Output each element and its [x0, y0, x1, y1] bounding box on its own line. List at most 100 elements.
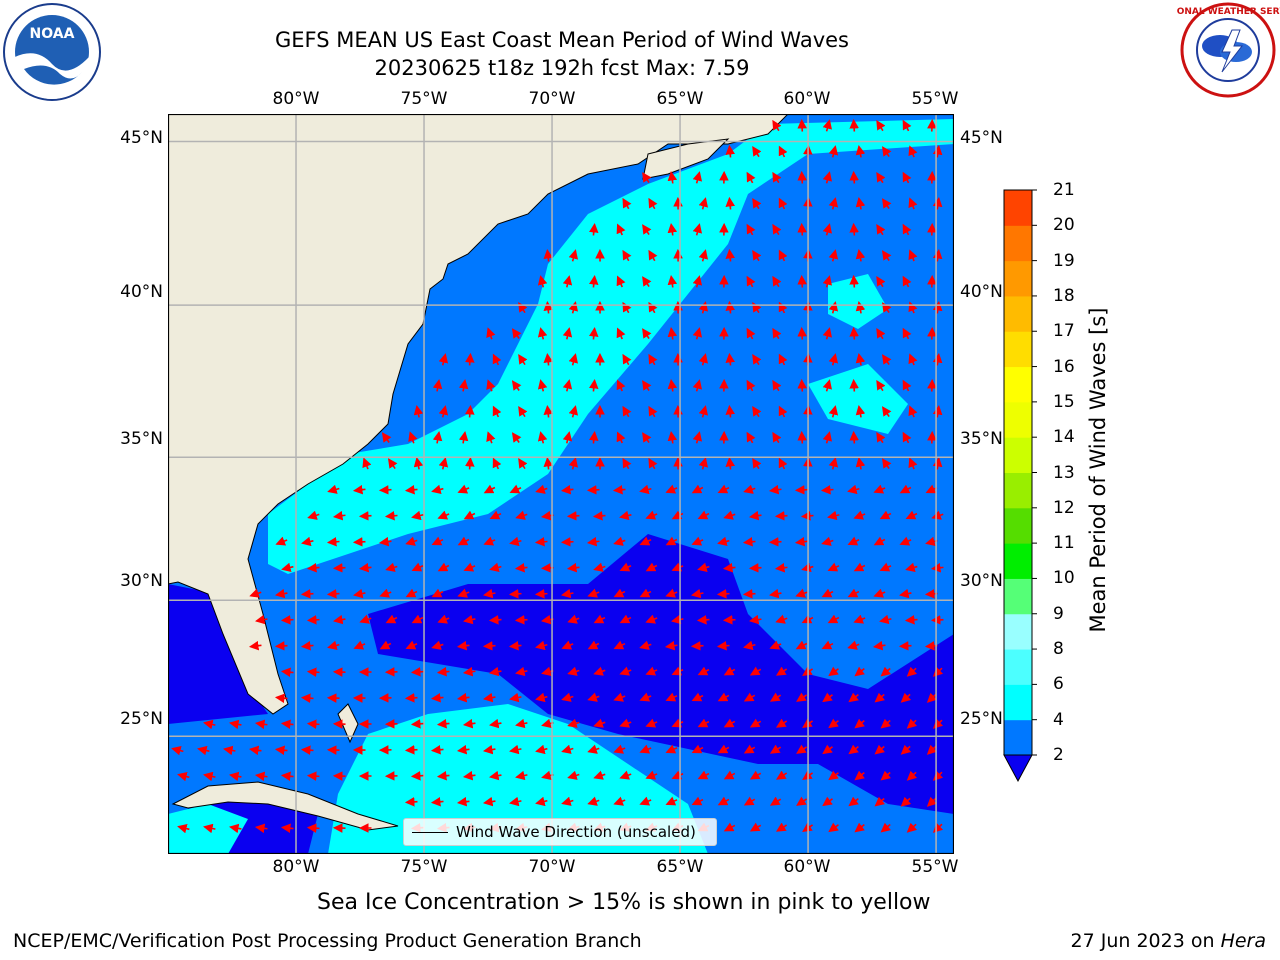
wave-direction-arrow	[616, 223, 626, 236]
lon-label-top: 70°W	[528, 89, 576, 109]
wave-direction-arrow	[381, 432, 392, 443]
wave-direction-arrow	[387, 458, 398, 469]
wave-direction-arrow	[795, 640, 808, 650]
wave-direction-arrow	[746, 431, 756, 444]
wave-direction-arrow	[904, 615, 918, 625]
wave-direction-arrow	[462, 718, 476, 729]
wave-direction-arrow	[588, 430, 599, 444]
wave-direction-arrow	[854, 822, 865, 833]
wave-direction-arrow	[696, 615, 710, 625]
wave-direction-arrow	[405, 536, 418, 546]
wave-direction-arrow	[642, 172, 652, 184]
wave-direction-arrow	[876, 223, 886, 236]
wave-direction-arrow	[797, 274, 807, 288]
wave-direction-arrow	[828, 353, 839, 366]
wave-direction-arrow	[518, 458, 528, 470]
wave-direction-arrow	[362, 457, 372, 470]
wave-direction-arrow	[622, 197, 632, 210]
wave-direction-arrow	[436, 718, 450, 729]
wave-direction-arrow	[828, 666, 839, 677]
colorbar-tick-label: 16	[1053, 356, 1075, 377]
wave-direction-arrow	[462, 770, 476, 781]
wave-direction-arrow	[772, 327, 782, 340]
wave-direction-arrow	[698, 197, 708, 210]
wave-direction-arrow	[691, 588, 704, 599]
wave-direction-arrow	[456, 692, 470, 703]
wave-direction-arrow	[534, 536, 548, 547]
wave-direction-arrow	[518, 406, 528, 418]
wave-direction-arrow	[332, 563, 346, 573]
colorbar-segment	[1004, 437, 1032, 473]
wave-direction-arrow	[642, 328, 652, 340]
wave-direction-arrow	[749, 718, 762, 728]
wave-direction-arrow	[848, 744, 859, 755]
wave-direction-arrow	[300, 745, 314, 755]
wave-direction-arrow	[725, 456, 736, 470]
wave-direction-arrow	[622, 457, 632, 470]
wave-direction-arrow	[821, 640, 834, 650]
wave-direction-arrow	[926, 692, 938, 703]
wave-direction-arrow	[873, 536, 886, 546]
wave-direction-arrow	[482, 744, 496, 755]
wave-direction-arrow	[648, 197, 658, 210]
wave-direction-arrow	[489, 510, 502, 520]
wave-direction-arrow	[874, 692, 885, 703]
wave-direction-arrow	[827, 510, 840, 521]
wave-direction-arrow	[537, 431, 548, 444]
wave-direction-arrow	[671, 510, 684, 520]
wave-direction-arrow	[482, 692, 496, 703]
wave-direction-arrow	[616, 379, 626, 392]
wave-direction-arrow	[898, 641, 912, 651]
wave-direction-arrow	[797, 326, 807, 340]
wave-direction-arrow	[778, 405, 788, 418]
lon-label-top: 60°W	[783, 89, 831, 109]
wave-direction-arrow	[932, 196, 943, 210]
colorbar-segment	[1004, 507, 1032, 544]
wave-direction-arrow	[665, 588, 678, 598]
colorbar-tick-label: 13	[1053, 462, 1075, 483]
wave-direction-arrow	[431, 588, 444, 598]
wave-direction-arrow	[932, 456, 943, 470]
wave-direction-arrow	[567, 666, 580, 676]
wave-direction-arrow	[593, 562, 606, 572]
colorbar-segment	[1004, 613, 1032, 650]
wave-direction-arrow	[281, 562, 294, 573]
wave-direction-arrow	[722, 562, 736, 573]
wave-direction-arrow	[725, 144, 736, 158]
wave-direction-arrow	[486, 379, 496, 392]
wave-direction-arrow	[717, 796, 730, 806]
wave-direction-arrow	[488, 615, 502, 625]
wave-direction-arrow	[778, 457, 788, 470]
wave-direction-arrow	[543, 248, 554, 262]
wave-direction-arrow	[828, 405, 839, 418]
wave-direction-arrow	[873, 588, 886, 598]
lon-label-bottom: 70°W	[528, 857, 576, 877]
lon-label-top: 55°W	[911, 89, 959, 109]
wave-direction-arrow	[307, 510, 320, 520]
wave-direction-arrow	[881, 250, 892, 261]
wave-direction-arrow	[748, 563, 762, 573]
wave-direction-arrow	[518, 354, 528, 366]
wave-direction-arrow	[772, 431, 782, 444]
wave-direction-arrow	[171, 745, 184, 756]
wave-direction-arrow	[768, 537, 782, 547]
wave-direction-arrow	[908, 457, 918, 470]
wave-direction-arrow	[456, 796, 470, 807]
wave-direction-arrow	[254, 719, 268, 730]
wave-direction-arrow	[874, 744, 885, 755]
wave-direction-arrow	[535, 744, 548, 755]
wave-direction-arrow	[645, 614, 658, 624]
wave-direction-arrow	[822, 327, 832, 340]
wave-direction-arrow	[437, 562, 450, 572]
wave-direction-arrow	[431, 536, 444, 546]
wave-direction-arrow	[280, 771, 294, 782]
wave-direction-arrow	[639, 796, 652, 806]
lat-lon-grid	[168, 114, 954, 854]
wave-direction-arrow	[411, 614, 424, 624]
wave-direction-arrow	[930, 615, 944, 625]
wave-direction-arrow	[876, 327, 886, 340]
wave-direction-arrow	[899, 484, 912, 494]
wave-direction-arrow	[876, 119, 886, 132]
wave-direction-arrow	[332, 510, 346, 521]
wave-direction-arrow	[797, 430, 807, 444]
